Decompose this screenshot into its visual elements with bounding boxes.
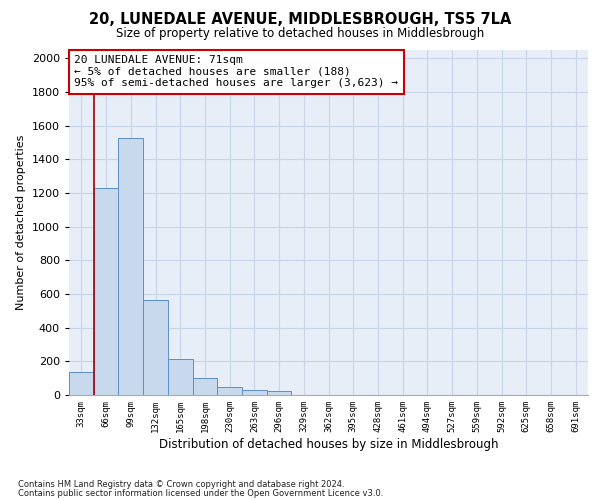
Bar (143, 300, 168, 395)
Bar (118, 138, 143, 395)
Text: 20, LUNEDALE AVENUE, MIDDLESBROUGH, TS5 7LA: 20, LUNEDALE AVENUE, MIDDLESBROUGH, TS5 … (89, 12, 511, 28)
Bar (217, 386, 242, 395)
Text: 20 LUNEDALE AVENUE: 71sqm
← 5% of detached houses are smaller (188)
95% of semi-: 20 LUNEDALE AVENUE: 71sqm ← 5% of detach… (74, 55, 398, 88)
Text: Size of property relative to detached houses in Middlesbrough: Size of property relative to detached ho… (116, 28, 484, 40)
Bar (94, 188, 118, 395)
Bar (69, 372, 94, 395)
X-axis label: Distribution of detached houses by size in Middlesbrough: Distribution of detached houses by size … (159, 438, 498, 450)
Y-axis label: Number of detached properties: Number of detached properties (16, 135, 26, 310)
Bar (193, 378, 217, 395)
Text: Contains HM Land Registry data © Crown copyright and database right 2024.: Contains HM Land Registry data © Crown c… (18, 480, 344, 489)
Bar (242, 390, 267, 395)
Text: Contains public sector information licensed under the Open Government Licence v3: Contains public sector information licen… (18, 488, 383, 498)
Bar (267, 391, 292, 395)
Bar (168, 359, 193, 395)
